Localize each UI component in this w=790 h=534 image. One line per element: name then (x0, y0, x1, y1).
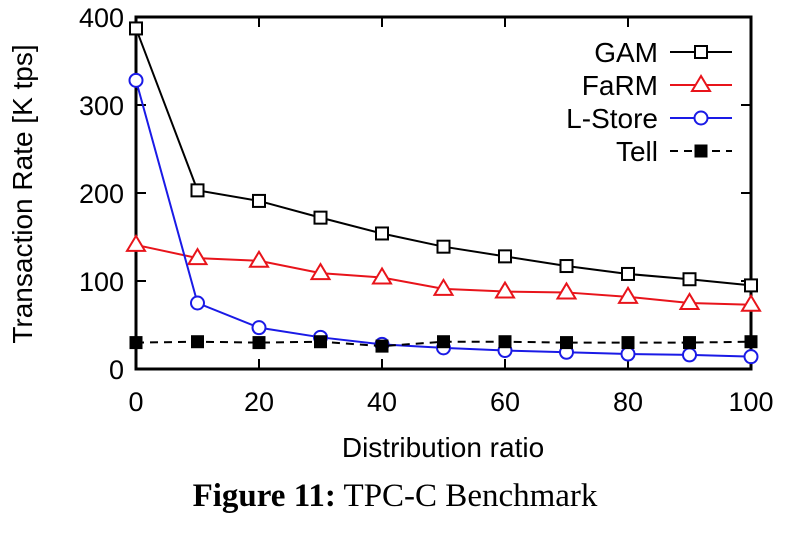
data-point (248, 249, 270, 268)
data-point (191, 335, 204, 349)
y-axis-label: Transaction Rate [K tps] (7, 44, 38, 343)
series-layer (125, 21, 762, 365)
x-tick-label: 80 (613, 387, 643, 417)
data-point (682, 272, 697, 287)
x-axis-label: Distribution ratio (342, 432, 544, 463)
data-point (694, 45, 708, 59)
data-point (371, 266, 393, 285)
data-point (743, 349, 759, 365)
data-point (620, 346, 636, 362)
y-tick-label: 300 (79, 91, 124, 121)
data-point (683, 336, 696, 350)
data-point (693, 110, 709, 126)
data-point (252, 193, 266, 208)
series-l-store (128, 72, 759, 365)
chart: 0 20 40 60 80 100 0 100 200 300 400 GAMFaRML-Store… (7, 3, 774, 463)
axes: 0 20 40 60 80 100 0 100 200 300 400 (79, 3, 774, 417)
figure-title: TPC-C Benchmark (343, 478, 598, 514)
data-point (251, 320, 267, 336)
figure-caption: Figure 11: TPC-C Benchmark (0, 478, 790, 515)
series-line (135, 80, 752, 358)
data-point (252, 336, 266, 350)
data-point (678, 292, 701, 310)
legend-entry: FaRM (582, 70, 732, 101)
data-point (313, 210, 328, 225)
data-point (190, 183, 205, 198)
data-point (309, 262, 332, 281)
data-point (621, 266, 635, 281)
data-point (690, 74, 712, 92)
figure-number: Figure 11: (192, 478, 336, 514)
data-point (375, 339, 389, 353)
data-point (129, 21, 143, 36)
data-point (682, 347, 697, 363)
data-point (498, 249, 512, 264)
data-point (128, 72, 144, 88)
y-tick-label: 100 (79, 267, 124, 297)
data-point (617, 285, 639, 304)
data-point (432, 277, 455, 296)
data-point (190, 295, 205, 311)
x-tick-label: 20 (244, 387, 274, 417)
data-point (375, 226, 389, 241)
data-point (186, 247, 209, 266)
data-point (125, 233, 147, 252)
data-point (314, 335, 327, 349)
data-point (494, 280, 516, 299)
series-farm (125, 233, 762, 312)
y-tick-label: 0 (109, 355, 124, 385)
data-point (436, 239, 451, 254)
legend-entry: L-Store (566, 103, 732, 134)
data-point (437, 335, 450, 349)
legend-label: L-Store (566, 103, 658, 134)
y-tick-label: 400 (79, 3, 124, 33)
series-gam (129, 21, 758, 293)
data-point (555, 281, 578, 300)
data-point (129, 336, 143, 350)
series-tell (129, 335, 758, 353)
data-point (740, 293, 762, 312)
legend-label: FaRM (582, 70, 658, 101)
y-tick-label: 200 (79, 179, 124, 209)
series-line (135, 340, 752, 348)
data-point (559, 259, 574, 274)
data-point (744, 278, 758, 293)
legend-entry: Tell (616, 136, 732, 167)
x-tick-label: 100 (728, 387, 773, 417)
data-point (498, 335, 512, 349)
legend-label: GAM (594, 37, 658, 68)
data-point (694, 144, 708, 158)
data-point (744, 335, 758, 349)
x-tick-label: 40 (367, 387, 397, 417)
legend-label: Tell (616, 136, 658, 167)
data-point (621, 336, 635, 350)
x-tick-label: 60 (490, 387, 520, 417)
legend-entry: GAM (594, 37, 732, 68)
data-point (560, 336, 573, 350)
x-tick-label: 0 (128, 387, 143, 417)
